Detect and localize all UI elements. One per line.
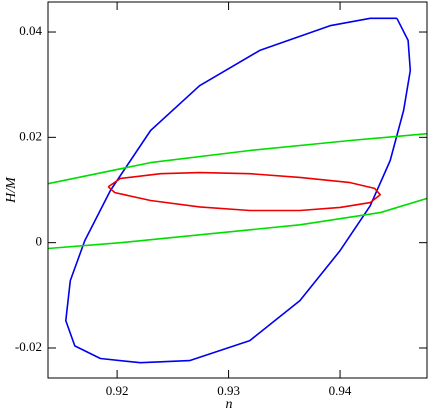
x-axis-label: n bbox=[226, 397, 233, 412]
x-tick-label: 0.92 bbox=[106, 383, 129, 398]
y-tick-label: -0.02 bbox=[15, 339, 42, 354]
y-tick-label: 0 bbox=[36, 234, 43, 249]
y-axis-label: H/M bbox=[4, 176, 19, 204]
x-tick-label: 0.93 bbox=[217, 383, 240, 398]
plot-area bbox=[48, 17, 427, 364]
plot-frame bbox=[47, 1, 428, 379]
curve bbox=[65, 17, 412, 364]
y-tick-label: 0.02 bbox=[19, 128, 42, 143]
x-tick-label: 0.94 bbox=[329, 383, 352, 398]
curve bbox=[48, 132, 427, 185]
curve bbox=[48, 197, 427, 250]
curve bbox=[107, 171, 382, 212]
y-tick-label: 0.04 bbox=[19, 23, 42, 38]
